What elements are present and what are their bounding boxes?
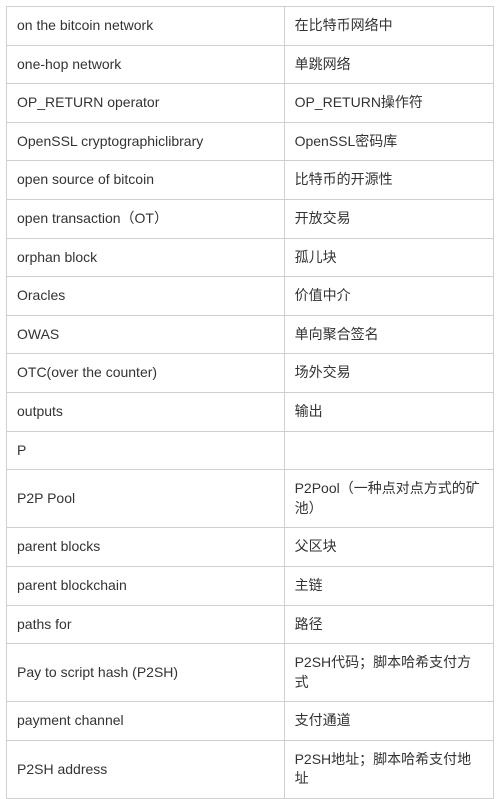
chinese-term-cell: 在比特币网络中 (284, 7, 493, 46)
english-term-cell: OpenSSL cryptographiclibrary (7, 122, 285, 161)
english-term-cell: open source of bitcoin (7, 161, 285, 200)
english-term-cell: parent blockchain (7, 566, 285, 605)
english-term-cell: P (7, 431, 285, 470)
table-row: open transaction（OT） 开放交易 (7, 199, 494, 238)
chinese-term-cell: 单向聚合签名 (284, 315, 493, 354)
table-row: on the bitcoin network 在比特币网络中 (7, 7, 494, 46)
table-row: one-hop network 单跳网络 (7, 45, 494, 84)
table-row: OP_RETURN operator OP_RETURN操作符 (7, 84, 494, 123)
chinese-term-cell: 单跳网络 (284, 45, 493, 84)
chinese-term-cell: OpenSSL密码库 (284, 122, 493, 161)
chinese-term-cell: 孤儿块 (284, 238, 493, 277)
chinese-term-cell: 价值中介 (284, 277, 493, 316)
english-term-cell: orphan block (7, 238, 285, 277)
table-row: parent blockchain 主链 (7, 566, 494, 605)
glossary-table: on the bitcoin network 在比特币网络中 one-hop n… (6, 6, 494, 799)
chinese-term-cell: P2Pool（一种点对点方式的矿池） (284, 470, 493, 528)
chinese-term-cell: 输出 (284, 392, 493, 431)
table-row: parent blocks 父区块 (7, 528, 494, 567)
english-term-cell: on the bitcoin network (7, 7, 285, 46)
table-row: orphan block 孤儿块 (7, 238, 494, 277)
table-row: OTC(over the counter) 场外交易 (7, 354, 494, 393)
table-row: paths for 路径 (7, 605, 494, 644)
table-row: open source of bitcoin 比特币的开源性 (7, 161, 494, 200)
english-term-cell: OWAS (7, 315, 285, 354)
english-term-cell: OTC(over the counter) (7, 354, 285, 393)
chinese-term-cell (284, 431, 493, 470)
table-row: P (7, 431, 494, 470)
chinese-term-cell: 主链 (284, 566, 493, 605)
chinese-term-cell: 场外交易 (284, 354, 493, 393)
table-row: Pay to script hash (P2SH) P2SH代码；脚本哈希支付方… (7, 644, 494, 702)
english-term-cell: Pay to script hash (P2SH) (7, 644, 285, 702)
table-row: OpenSSL cryptographiclibrary OpenSSL密码库 (7, 122, 494, 161)
english-term-cell: open transaction（OT） (7, 199, 285, 238)
chinese-term-cell: 开放交易 (284, 199, 493, 238)
table-row: Oracles 价值中介 (7, 277, 494, 316)
chinese-term-cell: 支付通道 (284, 702, 493, 741)
english-term-cell: one-hop network (7, 45, 285, 84)
english-term-cell: Oracles (7, 277, 285, 316)
english-term-cell: P2P Pool (7, 470, 285, 528)
table-row: payment channel 支付通道 (7, 702, 494, 741)
chinese-term-cell: 比特币的开源性 (284, 161, 493, 200)
english-term-cell: OP_RETURN operator (7, 84, 285, 123)
english-term-cell: P2SH address (7, 740, 285, 798)
english-term-cell: paths for (7, 605, 285, 644)
english-term-cell: outputs (7, 392, 285, 431)
chinese-term-cell: P2SH代码；脚本哈希支付方式 (284, 644, 493, 702)
english-term-cell: parent blocks (7, 528, 285, 567)
chinese-term-cell: 路径 (284, 605, 493, 644)
chinese-term-cell: OP_RETURN操作符 (284, 84, 493, 123)
table-row: P2SH address P2SH地址；脚本哈希支付地址 (7, 740, 494, 798)
chinese-term-cell: 父区块 (284, 528, 493, 567)
table-row: OWAS 单向聚合签名 (7, 315, 494, 354)
table-row: P2P Pool P2Pool（一种点对点方式的矿池） (7, 470, 494, 528)
english-term-cell: payment channel (7, 702, 285, 741)
chinese-term-cell: P2SH地址；脚本哈希支付地址 (284, 740, 493, 798)
table-row: outputs 输出 (7, 392, 494, 431)
